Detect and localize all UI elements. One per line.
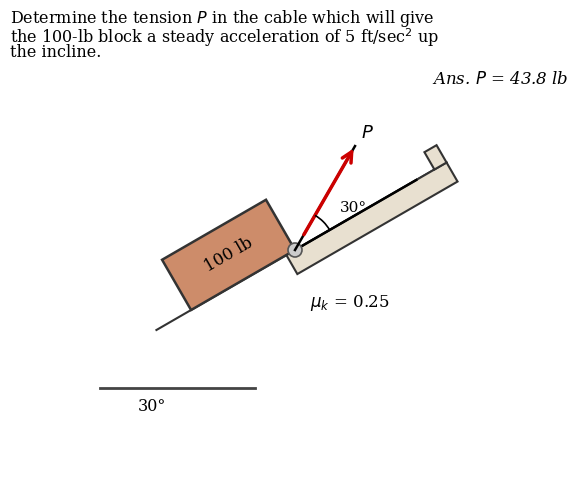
- Text: 100 lb: 100 lb: [202, 234, 256, 275]
- Text: Determine the tension $P$ in the cable which will give: Determine the tension $P$ in the cable w…: [10, 8, 434, 29]
- Text: $P$: $P$: [361, 124, 374, 142]
- Text: 30°: 30°: [339, 201, 366, 215]
- Text: Ans. $P$ = 43.8 lb: Ans. $P$ = 43.8 lb: [432, 71, 568, 88]
- Circle shape: [288, 243, 302, 257]
- Text: the incline.: the incline.: [10, 44, 101, 61]
- Text: $\mu_k$ = 0.25: $\mu_k$ = 0.25: [310, 293, 390, 313]
- Text: 30°: 30°: [138, 398, 166, 415]
- Text: the 100-lb block a steady acceleration of 5 ft/sec$^2$ up: the 100-lb block a steady acceleration o…: [10, 26, 439, 49]
- Polygon shape: [286, 162, 457, 274]
- Polygon shape: [425, 145, 446, 169]
- Polygon shape: [162, 200, 295, 310]
